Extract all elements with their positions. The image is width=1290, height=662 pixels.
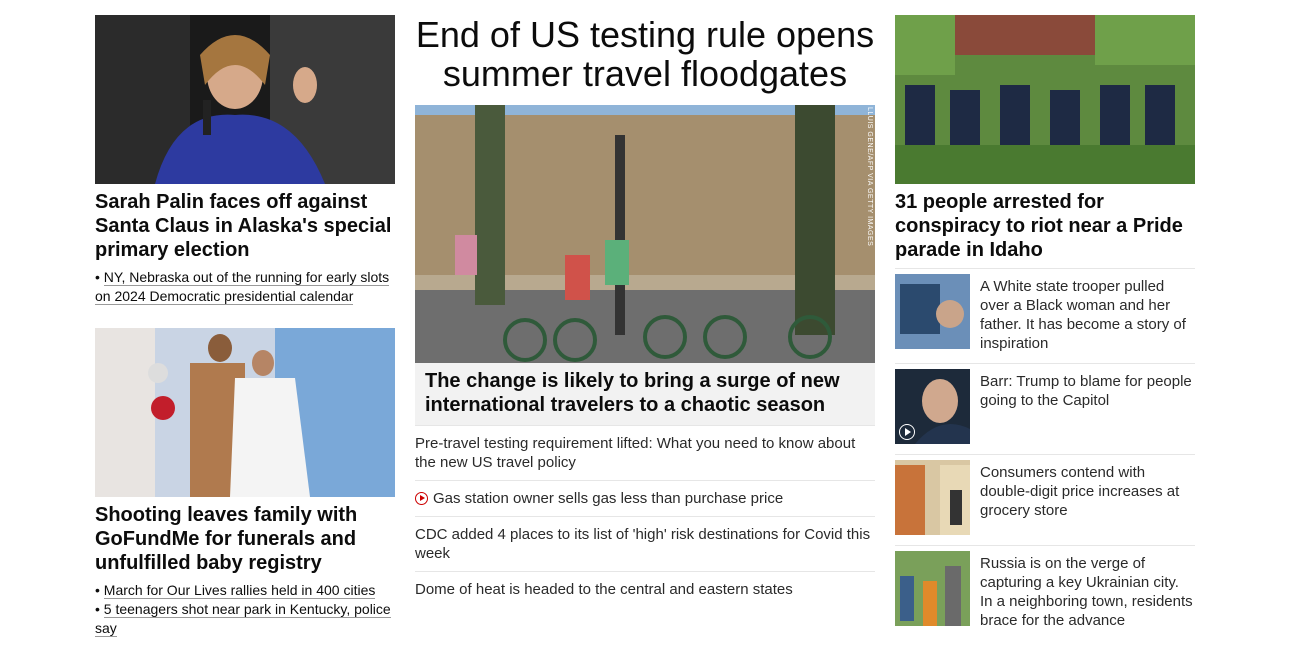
story-item[interactable]: Barr: Trump to blame for people going to… bbox=[895, 363, 1195, 454]
related-link[interactable]: Dome of heat is headed to the central an… bbox=[415, 571, 875, 607]
related-link-video[interactable]: Gas station owner sells gas less than pu… bbox=[415, 480, 875, 516]
bullet-link[interactable]: 5 teenagers shot near park in Kentucky, … bbox=[95, 601, 391, 637]
play-icon bbox=[415, 492, 428, 505]
grocery-thumbnail bbox=[895, 460, 970, 535]
story-item[interactable]: Consumers contend with double-digit pric… bbox=[895, 454, 1195, 545]
story-item[interactable]: A White state trooper pulled over a Blac… bbox=[895, 268, 1195, 363]
bullet-item: • NY, Nebraska out of the running for ea… bbox=[95, 269, 390, 305]
palin-photo[interactable] bbox=[95, 15, 395, 184]
related-link[interactable]: Pre-travel testing requirement lifted: W… bbox=[415, 425, 875, 480]
ukraine-thumbnail bbox=[895, 551, 970, 626]
trooper-thumbnail bbox=[895, 274, 970, 349]
lead-headline[interactable]: End of US testing rule opens summer trav… bbox=[415, 14, 875, 94]
barr-thumbnail bbox=[895, 369, 970, 444]
shooting-headline[interactable]: Shooting leaves family with GoFundMe for… bbox=[95, 504, 358, 574]
play-icon bbox=[899, 424, 915, 440]
right-column: 31 people arrested for conspiracy to rio… bbox=[895, 15, 1195, 640]
idaho-headline[interactable]: 31 people arrested for conspiracy to rio… bbox=[895, 191, 1183, 261]
left-column: Sarah Palin faces off against Santa Clau… bbox=[95, 15, 395, 638]
bullet-link[interactable]: March for Our Lives rallies held in 400 … bbox=[103, 582, 376, 599]
bicycles-photo[interactable]: LLUIS GENE/AFP VIA GETTY IMAGES bbox=[415, 105, 875, 363]
lead-caption[interactable]: The change is likely to bring a surge of… bbox=[415, 363, 875, 425]
arrests-photo[interactable] bbox=[895, 15, 1195, 184]
bullet-item: • 5 teenagers shot near park in Kentucky… bbox=[95, 601, 391, 637]
bullet-item: • March for Our Lives rallies held in 40… bbox=[95, 582, 376, 599]
palin-headline[interactable]: Sarah Palin faces off against Santa Clau… bbox=[95, 191, 392, 261]
related-link[interactable]: CDC added 4 places to its list of 'high'… bbox=[415, 516, 875, 571]
bullet-link[interactable]: NY, Nebraska out of the running for earl… bbox=[95, 269, 390, 305]
center-column: End of US testing rule opens summer trav… bbox=[415, 15, 875, 607]
photo-credit: LLUIS GENE/AFP VIA GETTY IMAGES bbox=[866, 107, 873, 247]
related-links: Pre-travel testing requirement lifted: W… bbox=[415, 425, 875, 607]
family-photo[interactable] bbox=[95, 328, 395, 497]
story-item[interactable]: Russia is on the verge of capturing a ke… bbox=[895, 545, 1195, 640]
